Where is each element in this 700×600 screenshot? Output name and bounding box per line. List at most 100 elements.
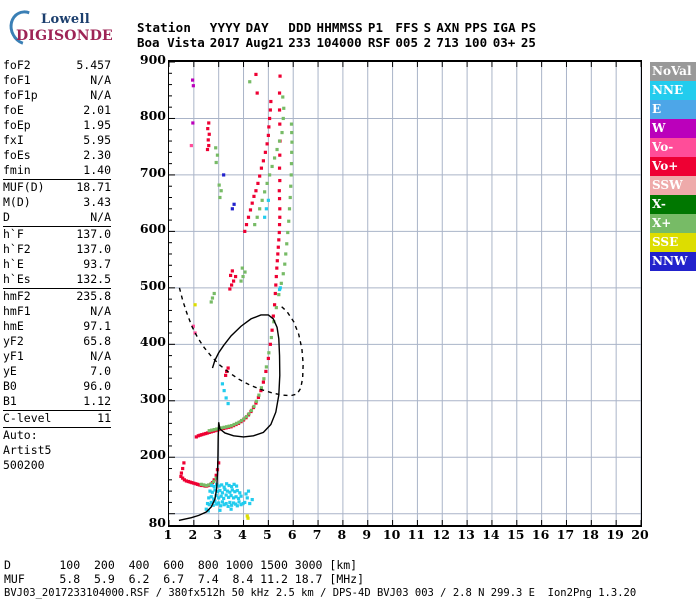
data-point	[206, 127, 210, 131]
data-point	[278, 207, 282, 211]
data-point	[220, 483, 224, 487]
data-point	[233, 490, 237, 494]
data-point	[275, 266, 279, 270]
auto-line-2: 500200	[3, 458, 45, 472]
data-point	[277, 287, 282, 292]
data-point	[207, 483, 211, 487]
data-point	[223, 487, 227, 492]
param-value-d: N/A	[90, 210, 111, 224]
station-header-values-row: Boa Vista 2017 Aug21 233 104000 RSF 005 2 713 100…	[137, 35, 541, 50]
param-value-fof1p: N/A	[90, 88, 111, 102]
legend-item-nnw[interactable]: NNW	[650, 252, 696, 271]
data-point	[214, 476, 218, 480]
data-point	[238, 491, 242, 495]
data-point	[284, 252, 288, 256]
param-value-b1: 1.12	[83, 394, 111, 408]
data-point	[259, 386, 264, 390]
param-row-foe: foE 2.01	[3, 103, 111, 118]
data-point	[252, 194, 256, 198]
legend-item-noval[interactable]: NoVal	[650, 62, 696, 81]
header-label-hhmmss: HHMMSS	[316, 20, 363, 35]
data-point	[272, 303, 277, 307]
data-point	[212, 291, 216, 296]
header-label-day: DAY	[245, 20, 269, 35]
param-value-fof1: N/A	[90, 73, 111, 87]
data-point	[285, 242, 289, 246]
data-point	[191, 121, 195, 125]
data-point	[275, 147, 279, 152]
data-point	[233, 274, 238, 279]
data-point	[255, 91, 259, 95]
data-point	[188, 480, 192, 484]
data-point	[227, 424, 231, 428]
param-value-fof2: 5.457	[76, 58, 111, 72]
data-point	[239, 279, 243, 283]
data-point	[234, 484, 239, 488]
data-point	[262, 377, 266, 381]
data-point	[243, 500, 247, 505]
legend-item-vo-[interactable]: Vo-	[650, 138, 696, 157]
data-point	[227, 483, 231, 488]
header-label-ffs: FFS	[395, 20, 419, 35]
header-value-station: Boa Vista	[137, 35, 205, 50]
header-value-pps: 100	[464, 35, 488, 50]
data-point	[213, 488, 217, 492]
param-group-auto: Auto: Artist5 500200	[3, 428, 111, 474]
legend-item-w[interactable]: W	[650, 119, 696, 138]
x-axis-label-17: 17	[556, 527, 575, 542]
legend-item-x-[interactable]: X-	[650, 195, 696, 214]
data-point	[235, 488, 239, 493]
param-row-yf2: yF2 65.8	[3, 334, 111, 349]
data-point	[209, 495, 213, 499]
x-axis-label-8: 8	[337, 527, 347, 542]
data-point	[243, 229, 247, 233]
header-label-pps: PPS	[464, 20, 488, 35]
doppler-direction-legend: NoVal NNE E W Vo- Vo+ SSW X- X+ SSE NNW	[650, 62, 696, 271]
data-point	[239, 494, 243, 498]
y-axis-label-700: 700	[139, 164, 166, 180]
data-point	[222, 485, 226, 489]
param-value-yf2: 65.8	[83, 334, 111, 348]
param-key-foep: foEp	[3, 118, 31, 132]
y-axis-label-400: 400	[139, 334, 166, 350]
legend-item-sse[interactable]: SSE	[650, 233, 696, 252]
data-point	[276, 245, 280, 249]
legend-item-ssw[interactable]: SSW	[650, 176, 696, 195]
data-point	[261, 159, 265, 163]
legend-item-e[interactable]: E	[650, 100, 696, 119]
param-row-fof2: foF2 5.457	[3, 58, 111, 73]
param-row-fof1: foF1 N/A	[3, 73, 111, 88]
data-point	[286, 230, 290, 235]
data-point	[219, 504, 223, 508]
data-point	[220, 426, 224, 430]
series-nne	[204, 198, 282, 513]
data-point	[209, 300, 213, 304]
data-point	[230, 283, 234, 287]
x-axis-label-16: 16	[531, 527, 550, 542]
data-point	[256, 181, 260, 185]
header-label-station: Station	[137, 20, 192, 35]
param-row-fmin: fmin 1.40	[3, 163, 111, 178]
data-point	[283, 262, 287, 266]
data-point	[244, 223, 249, 227]
header-label-ddd: DDD	[288, 20, 312, 35]
data-point	[214, 473, 218, 477]
x-axis-label-7: 7	[312, 527, 322, 542]
legend-item-vo-[interactable]: Vo+	[650, 157, 696, 176]
data-point	[278, 122, 282, 126]
x-axis-label-4: 4	[238, 527, 247, 542]
param-value-h-f2: 137.0	[76, 242, 111, 256]
param-row-h-f2: h`F2 137.0	[3, 242, 111, 257]
header-label-s: S	[423, 20, 432, 35]
param-row-muf-d: MUF(D) 18.71	[3, 180, 111, 195]
legend-item-x-[interactable]: X+	[650, 214, 696, 233]
data-point	[271, 314, 275, 318]
data-point	[210, 296, 215, 300]
param-row-ye: yE 7.0	[3, 364, 111, 379]
legend-item-nne[interactable]: NNE	[650, 81, 696, 100]
data-point	[222, 389, 226, 393]
data-point	[232, 202, 236, 206]
param-key-h-es: h`Es	[3, 272, 31, 286]
x-axis-label-13: 13	[457, 527, 475, 542]
data-point	[276, 252, 280, 256]
